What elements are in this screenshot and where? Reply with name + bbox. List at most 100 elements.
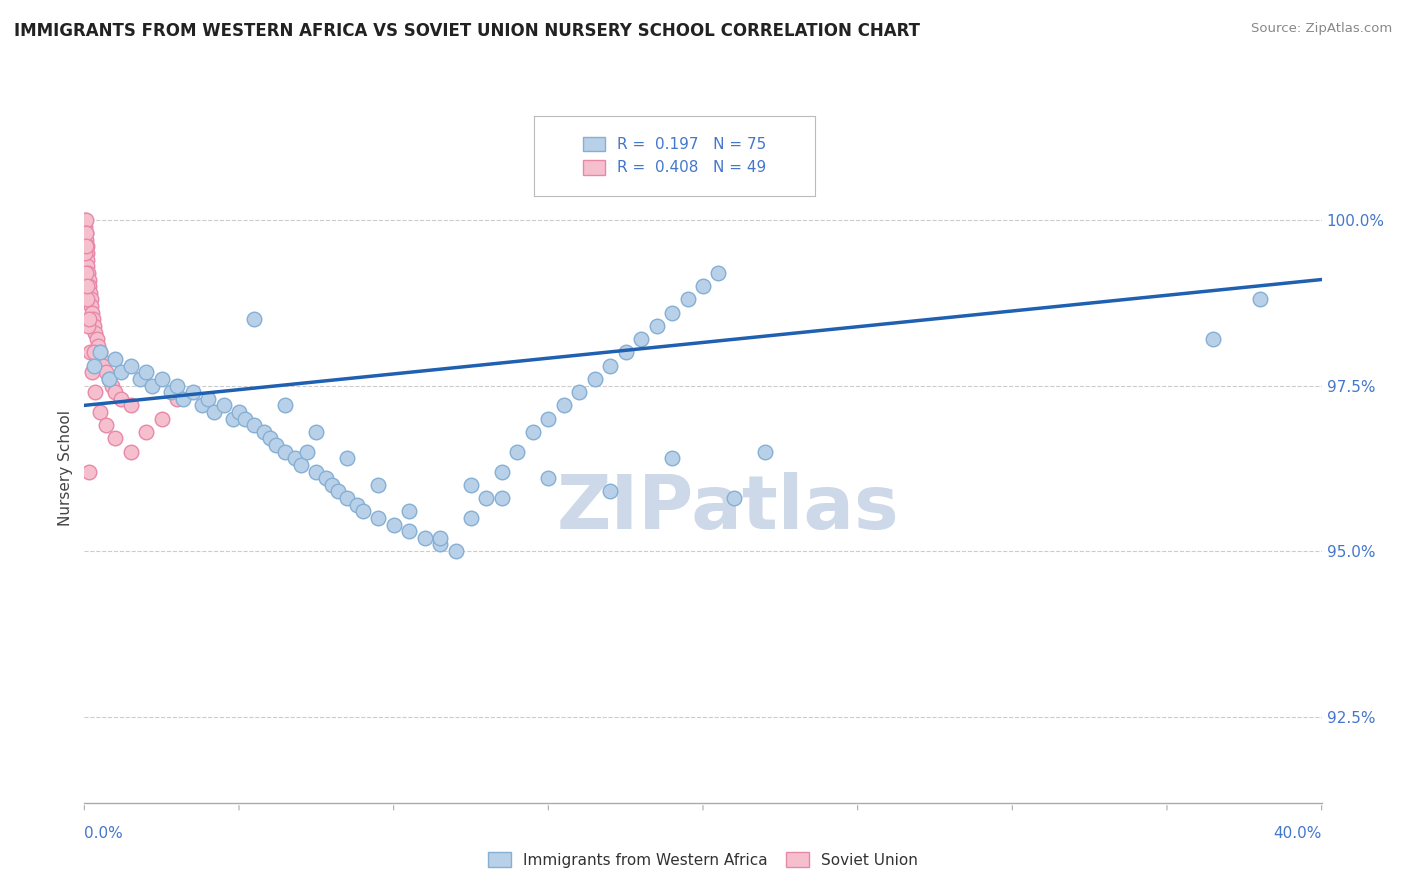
Point <box>614 345 637 359</box>
Point <box>77 312 100 326</box>
Point <box>723 491 745 505</box>
Point <box>661 451 683 466</box>
Point <box>274 398 297 412</box>
Point <box>77 318 100 333</box>
Point <box>315 471 337 485</box>
Point <box>75 219 97 234</box>
Point <box>86 332 108 346</box>
Point <box>537 411 560 425</box>
Point <box>274 444 297 458</box>
Point <box>1202 332 1225 346</box>
Point <box>150 372 173 386</box>
Point <box>150 411 173 425</box>
Point <box>475 491 498 505</box>
Legend: R =  0.197   N = 75, R =  0.408   N = 49: R = 0.197 N = 75, R = 0.408 N = 49 <box>578 130 772 182</box>
Point <box>172 392 194 406</box>
Point <box>191 398 214 412</box>
Point <box>120 398 142 412</box>
Point <box>94 418 117 433</box>
Point <box>429 531 451 545</box>
Point <box>94 365 117 379</box>
Point <box>460 511 482 525</box>
Point <box>110 365 132 379</box>
Point <box>75 246 97 260</box>
Point <box>76 260 98 274</box>
Point <box>120 359 142 373</box>
Point <box>75 226 97 240</box>
Point <box>336 451 359 466</box>
Point <box>89 345 111 359</box>
Point <box>82 305 104 319</box>
Point <box>599 484 621 499</box>
Point <box>228 405 250 419</box>
Text: ZIPatlas: ZIPatlas <box>557 472 898 545</box>
Point <box>599 359 621 373</box>
Point <box>79 293 101 307</box>
Point <box>398 524 420 539</box>
Point <box>460 478 482 492</box>
Point <box>89 345 111 359</box>
Y-axis label: Nursery School: Nursery School <box>58 410 73 526</box>
Point <box>1249 293 1271 307</box>
Point <box>444 544 467 558</box>
Point <box>181 385 204 400</box>
Point <box>82 365 104 379</box>
Point <box>80 299 103 313</box>
Point <box>120 444 142 458</box>
Point <box>160 385 183 400</box>
Point <box>197 392 219 406</box>
Point <box>75 226 97 240</box>
Point <box>290 458 312 472</box>
Point <box>243 312 266 326</box>
Point <box>382 517 405 532</box>
Point <box>398 504 420 518</box>
Point <box>73 213 96 227</box>
Point <box>98 372 121 386</box>
Point <box>630 332 652 346</box>
Point <box>77 266 100 280</box>
Point <box>76 239 98 253</box>
Point <box>284 451 307 466</box>
Point <box>305 425 328 439</box>
Point <box>83 318 105 333</box>
Point <box>645 318 668 333</box>
Point <box>79 279 101 293</box>
Point <box>253 425 276 439</box>
Point <box>90 351 112 366</box>
Point <box>77 465 100 479</box>
Point <box>141 378 163 392</box>
Point <box>491 465 513 479</box>
Point <box>84 326 107 340</box>
Point <box>222 411 245 425</box>
Point <box>135 425 157 439</box>
Point <box>305 465 328 479</box>
Point <box>166 378 188 392</box>
Point <box>491 491 513 505</box>
Point <box>83 359 105 373</box>
Point <box>754 444 776 458</box>
Point <box>76 252 98 267</box>
Point <box>707 266 730 280</box>
Point <box>79 285 101 300</box>
Point <box>110 392 132 406</box>
Point <box>367 478 389 492</box>
Point <box>75 239 97 253</box>
Point <box>537 471 560 485</box>
Point <box>76 246 98 260</box>
Point <box>83 345 105 359</box>
Point <box>166 392 188 406</box>
Point <box>212 398 235 412</box>
Point <box>676 293 699 307</box>
Text: Source: ZipAtlas.com: Source: ZipAtlas.com <box>1251 22 1392 36</box>
Point <box>104 432 127 446</box>
Point <box>75 213 97 227</box>
Point <box>87 339 110 353</box>
Point <box>129 372 152 386</box>
Text: 40.0%: 40.0% <box>1274 826 1322 841</box>
Point <box>243 418 266 433</box>
Point <box>583 372 606 386</box>
Point <box>326 484 349 499</box>
Point <box>233 411 256 425</box>
Point <box>76 279 98 293</box>
Point <box>76 293 98 307</box>
